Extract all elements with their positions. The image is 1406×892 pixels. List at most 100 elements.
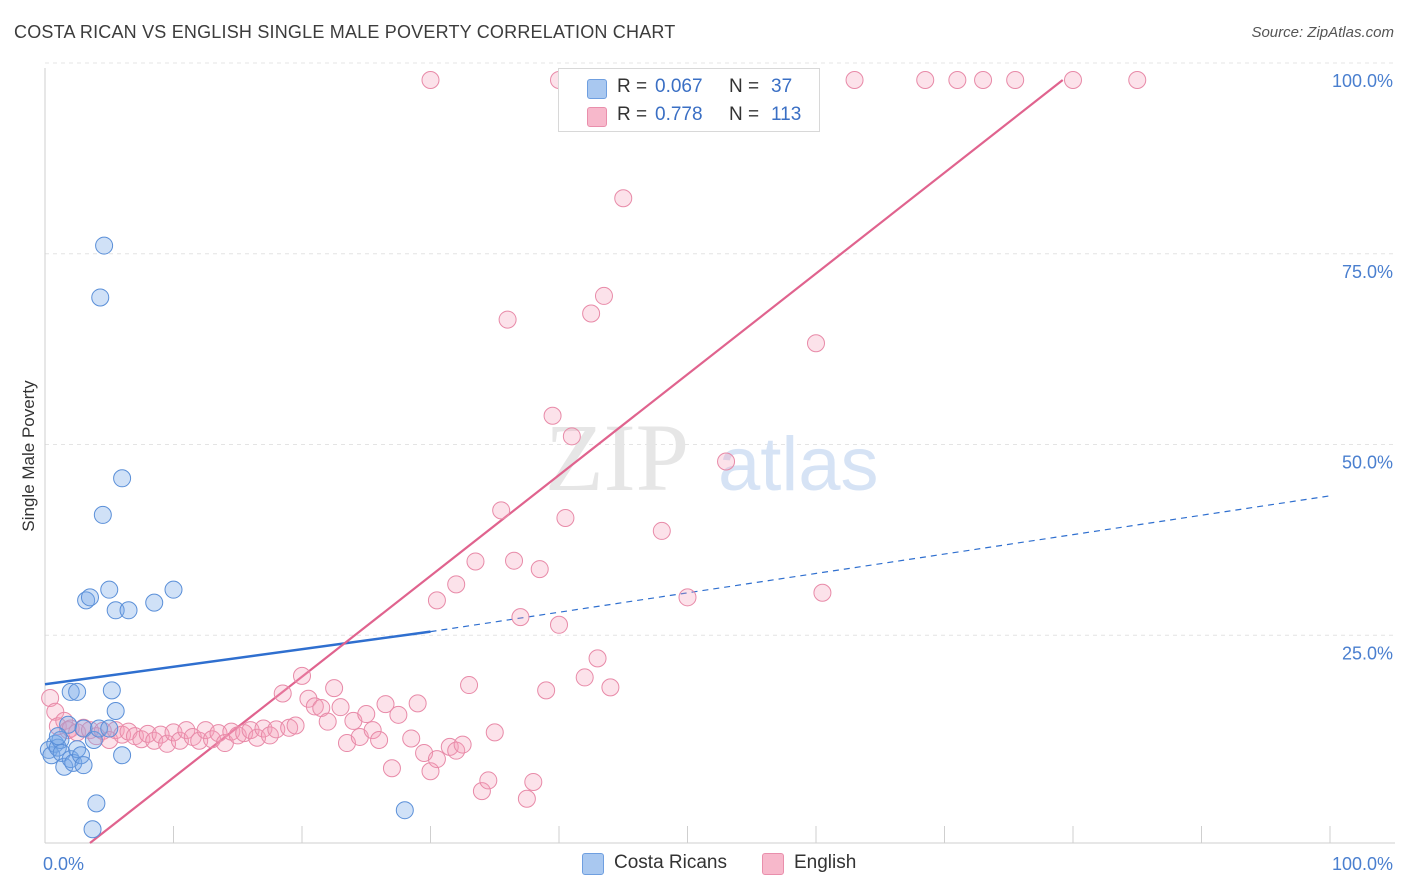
data-point-english [550, 615, 568, 634]
data-point-english [562, 427, 581, 446]
data-point-english [376, 695, 395, 714]
chart-source: Source: ZipAtlas.com [1251, 24, 1394, 41]
data-point-english [241, 721, 260, 740]
data-point-english [357, 705, 376, 724]
data-point-english [575, 668, 594, 687]
tick-labels: 25.0% 50.0% 75.0% 100.0% 0.0% 100.0% [43, 71, 1393, 874]
data-point-english [678, 588, 697, 607]
data-point-costa-ricans [164, 580, 183, 599]
data-point-costa-ricans [93, 505, 112, 524]
bottom-legend-label: Costa Ricans [614, 852, 727, 873]
data-point-english [190, 731, 209, 750]
data-point-english [543, 406, 562, 425]
trend-line-costa-ricans [44, 630, 431, 686]
data-point-english [485, 723, 504, 742]
legend-n-label: N = [729, 76, 760, 97]
data-point-english [524, 772, 543, 791]
axes [44, 68, 1395, 844]
y-tick-label: 25.0% [1342, 643, 1393, 663]
data-point-english [273, 684, 292, 703]
data-point-costa-ricans [83, 820, 102, 839]
correlation-legend: R = 0.067 N = 37 R = 0.778 N = 113 [558, 68, 820, 132]
data-point-english [652, 521, 671, 540]
trend-lines [44, 79, 1331, 844]
data-point-english [845, 71, 864, 89]
data-point-english [138, 724, 157, 743]
data-point-english [974, 71, 993, 89]
bottom-legend-swatch-blue [582, 853, 604, 875]
data-point-english [498, 310, 517, 329]
data-point-costa-ricans [74, 756, 93, 775]
trend-line-english [89, 79, 1064, 844]
data-point-english [325, 679, 344, 698]
data-point-english [408, 694, 427, 713]
bottom-legend-label: English [794, 852, 857, 873]
data-point-english [370, 730, 389, 749]
data-points [39, 71, 1147, 839]
data-point-english [614, 189, 633, 208]
data-point-costa-ricans [59, 715, 78, 734]
data-point-costa-ricans [113, 469, 132, 488]
data-point-english [299, 689, 318, 708]
data-point-english [582, 304, 601, 323]
data-point-costa-ricans [395, 801, 414, 820]
data-point-english [511, 608, 530, 627]
data-point-costa-ricans [145, 593, 164, 612]
legend-row-english: R = 0.778 N = 113 [559, 102, 819, 130]
data-point-english [427, 750, 446, 769]
y-tick-label: 75.0% [1342, 262, 1393, 282]
legend-n-label: N = [729, 104, 760, 125]
trend-line-costa-ricans-extension [430, 495, 1331, 633]
data-point-english [209, 724, 228, 743]
x-tick-label: 0.0% [43, 854, 84, 874]
data-point-english [479, 771, 498, 790]
grid-lines [45, 62, 1395, 636]
data-point-english [916, 71, 935, 89]
data-point-costa-ricans [74, 719, 93, 738]
y-tick-label: 50.0% [1342, 453, 1393, 473]
data-point-english [460, 676, 479, 695]
data-point-english [318, 712, 337, 731]
data-point-english [948, 71, 967, 89]
data-point-costa-ricans [61, 682, 80, 701]
data-point-english [813, 583, 832, 602]
data-point-english [492, 501, 511, 520]
data-point-english [530, 560, 549, 579]
data-point-english [293, 666, 311, 685]
data-point-english [717, 452, 736, 471]
data-point-english [453, 735, 472, 754]
data-point-english [505, 551, 524, 570]
chart-title: COSTA RICAN VS ENGLISH SINGLE MALE POVER… [14, 22, 676, 42]
data-point-english [402, 729, 421, 748]
legend-r-label: R = [617, 76, 648, 97]
data-point-costa-ricans [113, 746, 132, 765]
legend-row-costa-ricans: R = 0.067 N = 37 [559, 74, 819, 102]
data-point-costa-ricans [87, 794, 106, 813]
legend-swatch-blue [587, 79, 607, 99]
legend-swatch-pink [587, 107, 607, 127]
x-tick-label: 100.0% [1332, 854, 1393, 874]
data-point-costa-ricans [55, 757, 74, 776]
data-point-costa-ricans [119, 601, 138, 620]
data-point-costa-ricans [100, 719, 119, 738]
data-point-costa-ricans [48, 727, 67, 746]
data-point-english [363, 721, 382, 740]
data-point-costa-ricans [102, 681, 121, 700]
data-point-english [389, 705, 408, 724]
data-point-english [594, 286, 613, 305]
data-point-english [588, 649, 607, 668]
legend-r-value: 0.067 [655, 76, 703, 97]
data-point-english [421, 71, 440, 89]
data-point-english [267, 720, 286, 739]
data-point-english [1064, 71, 1082, 89]
data-point-costa-ricans [106, 601, 125, 620]
y-axis-title: Single Male Poverty [19, 380, 38, 532]
data-point-english [447, 575, 466, 594]
data-point-english [807, 334, 825, 353]
data-point-english [427, 591, 446, 610]
data-point-english [517, 789, 536, 808]
data-point-english [41, 689, 60, 708]
data-point-costa-ricans [100, 580, 119, 599]
data-point-costa-ricans [80, 588, 99, 607]
bottom-legend-swatch-pink [762, 853, 784, 875]
